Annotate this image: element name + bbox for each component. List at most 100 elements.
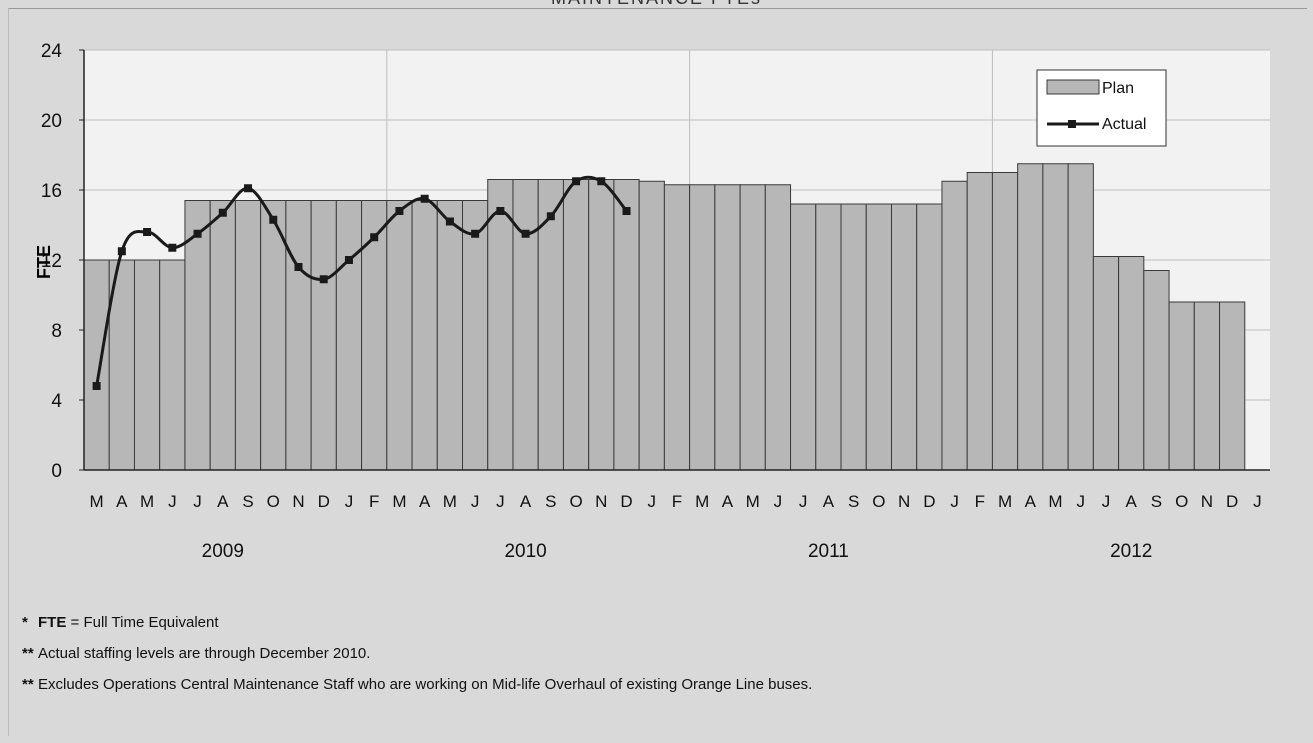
plan-bar (1017, 163, 1044, 471)
plan-bar (562, 179, 590, 471)
x-tick-label: O (569, 492, 582, 511)
plan-bar (83, 259, 110, 471)
actual-point (395, 207, 404, 215)
x-tick-label: O (1175, 492, 1188, 511)
legend-actual-label: Actual (1102, 116, 1146, 133)
y-tick-labels: 0 4 8 12 16 20 24 (41, 41, 63, 482)
x-tick-label: F (975, 492, 985, 511)
plan-bar (260, 200, 287, 471)
footnote-1-mark: * (22, 614, 28, 631)
x-tick-label: J (648, 492, 657, 511)
plan-bar (764, 184, 792, 471)
x-tick-label: S (545, 492, 556, 511)
x-tick-label: O (872, 492, 885, 511)
actual-point (597, 177, 606, 186)
plan-bar (991, 172, 1019, 471)
footnote-3-text: Excludes Operations Central Maintenance … (38, 676, 813, 693)
actual-point (244, 184, 253, 193)
page-title: MAINTENANCE FTEs (0, 0, 1313, 9)
x-tick-label: J (1253, 492, 1262, 511)
actual-point (344, 256, 353, 264)
plan-bar (689, 184, 716, 471)
plan-bar (966, 172, 993, 471)
plan-bar (588, 179, 615, 471)
x-tick-label: N (292, 492, 304, 511)
plan-bar (1143, 270, 1170, 471)
plan-bar (714, 184, 741, 471)
plan-bar (941, 180, 968, 471)
x-tick-label: A (1126, 492, 1138, 511)
plan-bar (840, 203, 867, 471)
footnote-1-bold: FTE (38, 614, 67, 631)
x-tick-label: O (267, 492, 280, 511)
plan-bar (865, 203, 892, 471)
x-tick-label: D (1226, 492, 1238, 511)
plan-bar (815, 203, 842, 471)
x-tick-label: A (217, 492, 229, 511)
footnote-3-mark: ** (22, 676, 34, 693)
y-tick-label: 24 (41, 41, 63, 62)
y-tick-label: 8 (51, 321, 62, 342)
plan-bar (436, 200, 464, 471)
y-axis-label: FTE (34, 245, 54, 279)
plan-bar (916, 203, 943, 471)
x-tick-label: M (695, 492, 709, 511)
plan-bar (310, 200, 337, 471)
x-tick-label: J (1102, 492, 1111, 511)
plan-bar (1193, 301, 1221, 471)
footnote-1-text: = Full Time Equivalent (66, 614, 219, 631)
footnote-2: ** Actual staffing levels are through Dec… (22, 645, 370, 662)
y-tick-label: 16 (41, 181, 62, 202)
plan-bar (234, 200, 262, 471)
x-tick-label: S (848, 492, 859, 511)
x-tick-label: S (242, 492, 253, 511)
x-tick-label: F (672, 492, 682, 511)
x-tick-label: J (193, 492, 202, 511)
x-tick-label: M (392, 492, 406, 511)
actual-point (546, 212, 555, 221)
plan-bar (1118, 256, 1145, 471)
plan-bar (1042, 163, 1069, 471)
x-tick-label: A (1025, 492, 1037, 511)
actual-point (471, 229, 480, 238)
actual-points (92, 177, 631, 390)
axes (79, 49, 1270, 471)
x-tick-label: J (950, 492, 959, 511)
year-label: 2012 (1110, 541, 1152, 562)
x-tick-label: J (799, 492, 808, 511)
x-tick-label: A (116, 492, 128, 511)
x-tick-label: M (443, 492, 457, 511)
x-tick-label: N (898, 492, 910, 511)
footnote-2-text: Actual staffing levels are through Decem… (38, 645, 371, 662)
x-tick-label: N (595, 492, 607, 511)
footnote-1: * FTE = Full Time Equivalent (22, 614, 219, 631)
legend-actual-marker (1068, 120, 1076, 128)
y-tick-label: 20 (41, 111, 62, 132)
plan-bar (159, 259, 186, 471)
plan-bar (790, 203, 817, 471)
actual-point (521, 229, 530, 238)
plan-bar (1092, 256, 1120, 471)
actual-point (92, 382, 101, 390)
actual-point (622, 207, 631, 215)
plan-bar (335, 200, 363, 471)
chart-frame (8, 8, 1307, 736)
actual-point (572, 177, 581, 186)
x-tick-label: A (823, 492, 835, 511)
year-label: 2009 (202, 541, 244, 562)
x-tick-label: D (620, 492, 632, 511)
plan-bar (638, 180, 665, 471)
x-tick-label: J (1076, 492, 1085, 511)
y-tick-label: 4 (51, 391, 62, 412)
x-tick-label: N (1201, 492, 1213, 511)
plan-bar (739, 184, 766, 471)
y-tick-label: 0 (51, 461, 62, 482)
actual-point (269, 215, 278, 224)
actual-point (294, 263, 303, 271)
plan-bar (386, 200, 413, 471)
year-labels: 2009 2010 2011 2012 (202, 541, 1153, 562)
plan-bar (209, 200, 236, 471)
footnote-2-mark: ** (22, 645, 34, 662)
plan-bar (285, 200, 312, 471)
